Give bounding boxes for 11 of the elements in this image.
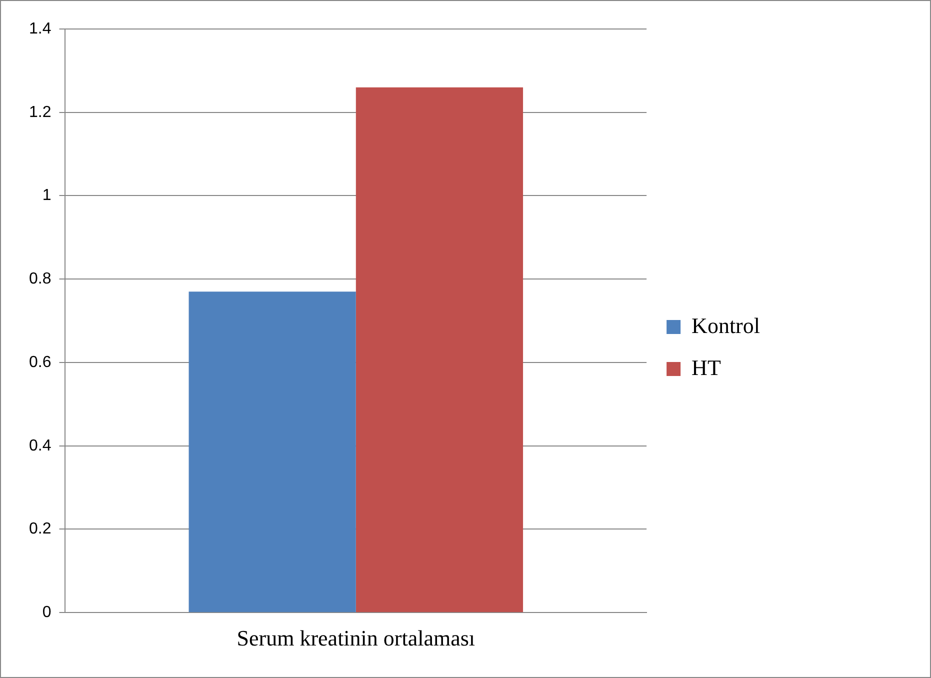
y-tick-label: 1.4 xyxy=(28,20,52,38)
y-tick-label: 1.2 xyxy=(28,104,52,121)
y-tick-label: 0.6 xyxy=(28,354,52,371)
legend-label: HT xyxy=(692,354,722,380)
y-tick-label: 0 xyxy=(42,604,52,622)
y-tick-label: 0.4 xyxy=(28,437,52,454)
x-tick-label: Serum kreatinin ortalaması xyxy=(236,626,476,651)
y-tick-label: 0.8 xyxy=(28,270,52,288)
y-tick-label: 1 xyxy=(42,187,52,204)
y-tick-label: 0.2 xyxy=(28,520,52,538)
legend-label: Kontrol xyxy=(692,312,760,338)
